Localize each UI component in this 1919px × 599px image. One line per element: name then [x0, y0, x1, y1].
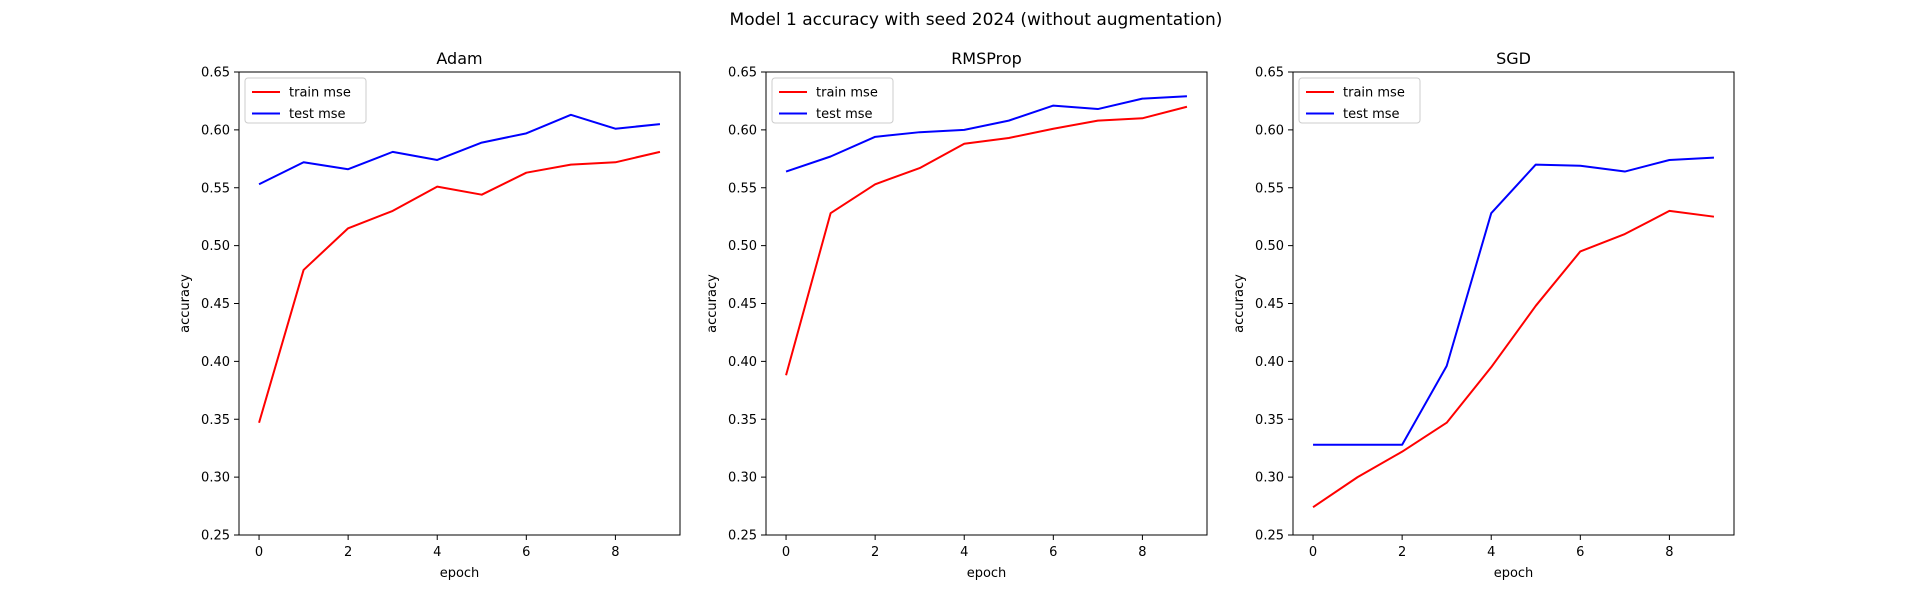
x-tick-label: 4 [960, 545, 968, 560]
x-tick-label: 4 [1487, 545, 1495, 560]
legend-box [244, 77, 367, 124]
x-axis-label: epoch [967, 566, 1007, 581]
x-tick-label: 0 [255, 545, 263, 560]
legend-label: test mse [816, 107, 873, 122]
y-tick-label: 0.65 [201, 66, 230, 81]
y-tick-label: 0.30 [1255, 471, 1284, 486]
y-tick-label: 0.55 [201, 181, 230, 196]
x-tick-label: 8 [611, 545, 619, 560]
y-tick-label: 0.45 [201, 297, 230, 312]
legend-box [771, 77, 894, 124]
series-line-train-mse [258, 150, 661, 423]
x-tick-label: 4 [433, 545, 441, 560]
series-line-test-mse [785, 95, 1188, 173]
y-tick-label: 0.30 [201, 471, 230, 486]
x-axis-label: epoch [440, 566, 480, 581]
subplot-sgd: SGD 0 2 4 6 8 0.25 0.30 0.35 0.40 0.45 0.50 0.55 0.60… [1232, 49, 1735, 581]
x-tick-label: 0 [1309, 545, 1317, 560]
y-tick-label: 0.65 [1255, 66, 1284, 81]
y-tick-label: 0.55 [728, 181, 757, 196]
series-line-test-mse [1313, 156, 1715, 446]
y-tick-label: 0.35 [201, 413, 230, 428]
y-axis-label: accuracy [705, 274, 720, 333]
y-tick-label: 0.30 [728, 471, 757, 486]
y-tick-label: 0.25 [1255, 529, 1284, 544]
y-tick-label: 0.65 [728, 66, 757, 81]
y-tick-label: 0.35 [1255, 413, 1284, 428]
x-tick-label: 2 [871, 545, 879, 560]
subplot-adam: Adam 0 2 4 6 8 0.25 0.30 0.35 0.40 0.45 0.50 0.55 0.6… [178, 49, 681, 581]
legend-label: train mse [816, 86, 878, 101]
legend-label: train mse [289, 86, 351, 101]
x-tick-label: 6 [1049, 545, 1057, 560]
legend-box [1298, 77, 1421, 124]
y-tick-label: 0.40 [728, 355, 757, 370]
y-tick-label: 0.50 [201, 239, 230, 254]
subplot-rmsprop: RMSProp 0 2 4 6 8 0.25 0.30 0.35 0.40 0.45 0.50 0.55… [705, 49, 1208, 581]
y-tick-label: 0.40 [1255, 355, 1284, 370]
y-tick-label: 0.35 [728, 413, 757, 428]
y-tick-label: 0.60 [728, 123, 757, 138]
x-tick-label: 0 [782, 545, 790, 560]
x-tick-label: 6 [1576, 545, 1584, 560]
y-tick-label: 0.55 [1255, 181, 1284, 196]
y-tick-label: 0.25 [728, 529, 757, 544]
legend-label: test mse [289, 107, 346, 122]
y-tick-label: 0.25 [201, 529, 230, 544]
legend: train mse test mse [1298, 77, 1421, 124]
y-axis-label: accuracy [178, 274, 193, 333]
legend-label: train mse [1343, 86, 1405, 101]
y-tick-label: 0.50 [728, 239, 757, 254]
series-line-train-mse [785, 105, 1188, 376]
y-axis-label: accuracy [1232, 274, 1247, 333]
x-tick-label: 6 [522, 545, 530, 560]
y-tick-label: 0.60 [201, 123, 230, 138]
y-tick-label: 0.60 [1255, 123, 1284, 138]
series-line-train-mse [1312, 209, 1715, 509]
subplot-title: Adam [436, 49, 482, 68]
x-tick-label: 2 [1398, 545, 1406, 560]
subplot-title: SGD [1496, 49, 1531, 68]
series-line-test-mse [258, 113, 661, 186]
x-tick-label: 8 [1138, 545, 1146, 560]
x-tick-label: 2 [344, 545, 352, 560]
legend: train mse test mse [771, 77, 894, 124]
y-tick-label: 0.45 [728, 297, 757, 312]
x-tick-label: 8 [1665, 545, 1673, 560]
legend: train mse test mse [244, 77, 367, 124]
legend-label: test mse [1343, 107, 1400, 122]
x-axis-label: epoch [1494, 566, 1534, 581]
y-tick-label: 0.40 [201, 355, 230, 370]
subplot-title: RMSProp [951, 49, 1022, 68]
y-tick-label: 0.50 [1255, 239, 1284, 254]
y-tick-label: 0.45 [1255, 297, 1284, 312]
figure-suptitle: Model 1 accuracy with seed 2024 (without… [730, 10, 1223, 30]
subplot-panels: Adam 0 2 4 6 8 0.25 0.30 0.35 0.40 0.45 0.50 0.55 0.6… [178, 49, 1735, 581]
